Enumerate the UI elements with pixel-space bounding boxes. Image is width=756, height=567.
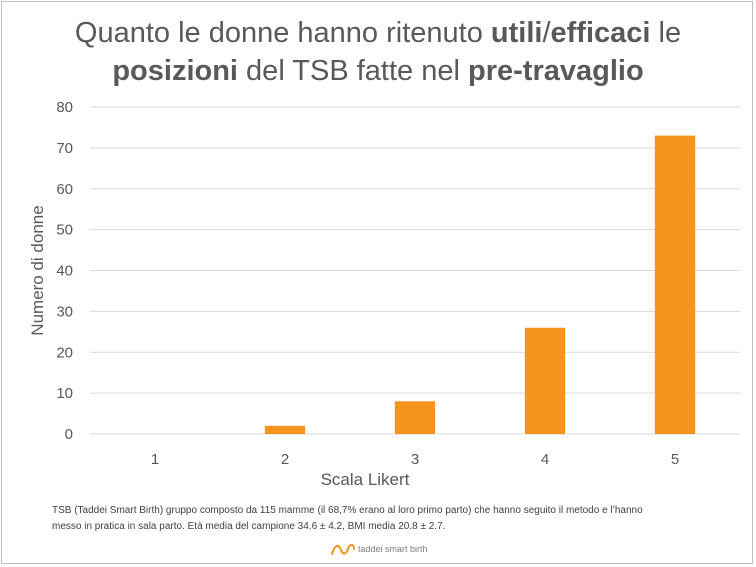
y-tick-label: 20 xyxy=(56,344,73,361)
x-tick-label: 3 xyxy=(411,451,419,468)
chart-title-segment: / xyxy=(542,17,551,49)
chart-title-segment: del TSB fatte nel xyxy=(238,55,468,87)
y-tick-label: 60 xyxy=(56,181,73,198)
bar xyxy=(654,135,696,435)
bar xyxy=(264,425,306,434)
logo-text: taddei smart birth xyxy=(358,544,428,554)
chart-title-segment: utili xyxy=(490,17,543,49)
y-tick-label: 30 xyxy=(56,303,73,320)
y-tick-label: 0 xyxy=(65,426,73,443)
x-tick-label: 5 xyxy=(671,451,679,468)
y-tick-label: 80 xyxy=(56,99,73,116)
logo: taddei smart birth xyxy=(330,538,428,560)
chart-title-line: posizioni del TSB fatte nel pre-travagli… xyxy=(0,52,756,90)
caption-line-1: TSB (Taddei Smart Birth) gruppo composto… xyxy=(52,505,643,516)
x-tick-label: 2 xyxy=(281,451,289,468)
chart-title-segment: Quanto le donne hanno ritenuto xyxy=(74,17,491,49)
x-tick-label: 4 xyxy=(541,451,549,468)
chart-title-segment: pre-travaglio xyxy=(468,55,644,87)
y-tick-label: 10 xyxy=(56,385,73,402)
bar xyxy=(394,401,436,434)
caption-line-2: messo in pratica in sala parto. Età medi… xyxy=(52,521,446,532)
chart-title-segment: efficaci xyxy=(550,17,651,49)
chart-title-segment: posizioni xyxy=(112,55,238,87)
y-tick-label: 70 xyxy=(56,140,73,157)
logo-mark-icon xyxy=(331,543,355,555)
chart-title-segment: le xyxy=(650,17,682,49)
caption: TSB (Taddei Smart Birth) gruppo composto… xyxy=(52,503,742,535)
x-tick-label: 1 xyxy=(151,451,159,468)
bar xyxy=(524,327,566,434)
y-tick-label: 50 xyxy=(56,222,73,239)
x-axis-label: Scala Likert xyxy=(321,470,410,489)
bar-chart: 0 10 20 30 40 50 60 70 80 1 2 3 4 5 Scala Likert Numero… xyxy=(28,99,740,489)
chart-title: Quanto le donne hanno ritenuto utili/eff… xyxy=(0,14,756,90)
y-tick-label: 40 xyxy=(56,263,73,280)
chart-title-line: Quanto le donne hanno ritenuto utili/eff… xyxy=(0,14,756,52)
y-axis-label: Numero di donne xyxy=(28,205,47,335)
